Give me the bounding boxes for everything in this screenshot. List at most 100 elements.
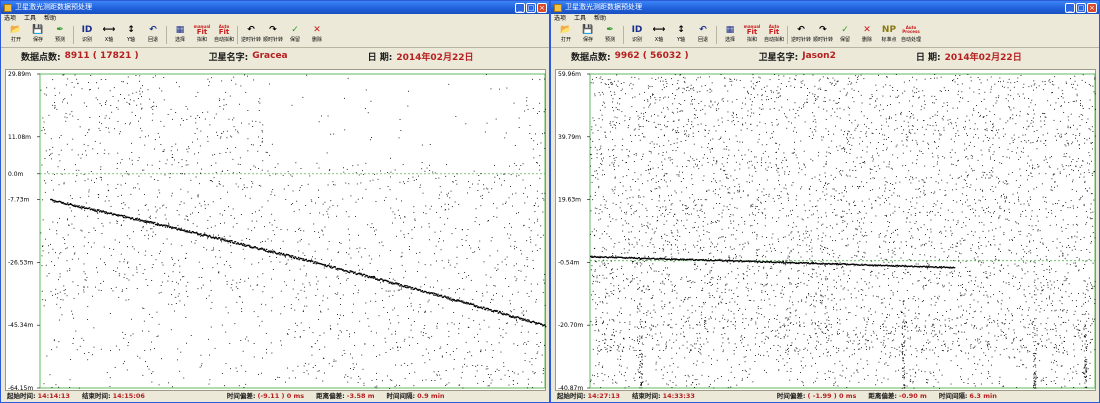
status-ti-label: 时间间隔: <box>386 392 416 400</box>
toolbar-button-label: 识别 <box>631 37 642 43</box>
menu-item[interactable]: 选项 <box>4 15 17 22</box>
toolbar-button-label: 打开 <box>560 37 571 43</box>
date-label: 日 期: <box>367 52 393 63</box>
icon-caption: Auto <box>218 23 230 29</box>
icon-glyph: 💾 <box>582 25 594 35</box>
scatter-plot[interactable]: 29.89m 11.08m 0.0m -7.73m -26.53m -45.34m -64.… <box>5 69 547 392</box>
maximize-icon[interactable]: □ <box>1076 2 1086 13</box>
toolbar-button[interactable]: ↕ Y轴 <box>120 23 142 47</box>
toolbar-button[interactable]: ✓ 保留 <box>834 23 856 47</box>
points-label: 数据点数: <box>571 52 611 63</box>
status-end-value: 14:33:33 <box>662 392 695 400</box>
y-tick-label: 19.63m <box>558 197 581 204</box>
status-tb-value: (-9.11 ) 0 ms <box>257 392 305 400</box>
window-title: 卫星激光测距数据预处理 <box>15 3 92 11</box>
status-start-label: 起始时间: <box>7 392 36 400</box>
toolbar-button[interactable]: 💾 保存 <box>27 23 49 47</box>
toolbar-button[interactable]: ↶ 回退 <box>692 23 714 47</box>
date-value: 2014年02月22日 <box>396 52 474 63</box>
y-tick-label: -64.15m <box>8 385 33 392</box>
toolbar-button-label: 保留 <box>289 37 300 43</box>
toolbar-button[interactable]: ↶ 逆时针转 <box>240 23 262 47</box>
folder-icon: 📂 <box>560 23 571 37</box>
close-icon[interactable]: × <box>1087 2 1097 13</box>
menu-item[interactable]: 工具 <box>574 15 587 22</box>
points-value: 8911 ( 17821 ) <box>64 51 139 61</box>
toolbar-button[interactable]: ✒ 预测 <box>599 23 621 47</box>
title-bar[interactable]: 卫星激光测距数据预处理 _ □ × <box>551 1 1099 14</box>
menu-item[interactable]: 帮助 <box>594 15 607 22</box>
status-rb-value: -3.58 m <box>346 392 375 400</box>
feather-icon: ✒ <box>56 23 64 37</box>
toolbar-button[interactable]: ✕ 删除 <box>306 23 328 47</box>
y-tick-label: 59.96m <box>558 71 581 78</box>
minimize-icon[interactable]: _ <box>1065 2 1075 13</box>
toolbar-button[interactable]: Auto Fit 自动拟和 <box>213 23 235 47</box>
toolbar-button[interactable]: manual Fit 拟和 <box>741 23 763 47</box>
rotate-ccw-icon: ↶ <box>247 23 255 37</box>
toolbar-separator <box>73 26 74 44</box>
toolbar-button-label: 选择 <box>174 37 185 43</box>
toolbar-button[interactable]: ↶ 逆时针转 <box>790 23 812 47</box>
sat-value: Gracea <box>252 51 288 61</box>
toolbar-button[interactable]: 💾 保存 <box>577 23 599 47</box>
sat-label: 卫星名字: <box>208 52 249 63</box>
icon-caption: Auto <box>768 23 780 29</box>
toolbar-button[interactable]: ↷ 顺时针转 <box>812 23 834 47</box>
plot-canvas: 29.89m 11.08m 0.0m -7.73m -26.53m -45.34m -64.… <box>8 71 547 392</box>
menu-item[interactable]: 选项 <box>554 15 567 22</box>
toolbar-button[interactable]: ↶ 回退 <box>142 23 164 47</box>
toolbar-button[interactable]: manual Fit 拟和 <box>191 23 213 47</box>
status-tb-label: 时间偏差: <box>776 392 806 400</box>
status-tb-label: 时间偏差: <box>226 392 256 400</box>
toolbar-button[interactable]: ↕ Y轴 <box>670 23 692 47</box>
status-ti-value: 0.9 min <box>417 392 445 400</box>
title-bar[interactable]: 卫星激光测距数据预处理 _ □ × <box>1 1 549 14</box>
maximize-icon[interactable]: □ <box>526 2 536 13</box>
toolbar-button[interactable]: ▦ 选择 <box>169 23 191 47</box>
check-icon: ✓ <box>841 23 849 37</box>
toolbar-button[interactable]: ↷ 顺时针转 <box>262 23 284 47</box>
toolbar-button[interactable]: ⟷ X轴 <box>98 23 120 47</box>
icon-glyph: ↷ <box>819 25 827 35</box>
toolbar-button[interactable]: ✒ 预测 <box>49 23 71 47</box>
toolbar-button[interactable]: Auto Fit 自动拟和 <box>763 23 785 47</box>
toolbar-button[interactable]: 📂 打开 <box>5 23 27 47</box>
icon-caption: manual <box>193 23 211 29</box>
icon-caption: manual <box>743 23 761 29</box>
toolbar-button[interactable]: ID 识别 <box>626 23 648 47</box>
toolbar-button[interactable]: ✕ 删除 <box>856 23 878 47</box>
plot-frame <box>39 73 546 389</box>
toolbar-button-label: 保存 <box>582 37 593 43</box>
minimize-icon[interactable]: _ <box>515 2 525 13</box>
trend-track <box>590 255 955 269</box>
y-tick-label: -20.70m <box>558 322 583 329</box>
rotate-ccw-icon: ↶ <box>797 23 805 37</box>
plot-frame <box>589 73 1096 389</box>
toolbar-button-label: 拟和 <box>746 37 757 43</box>
toolbar-button[interactable]: NP 标准点 <box>878 23 900 47</box>
app-icon <box>4 3 12 12</box>
icon-glyph: 📂 <box>10 25 22 35</box>
vertical-stretch-icon: ↕ <box>127 23 135 37</box>
toolbar-button[interactable]: ⟷ X轴 <box>648 23 670 47</box>
status-rb-label: 距离偏差: <box>316 392 345 400</box>
close-icon[interactable]: × <box>537 2 547 13</box>
menu-item[interactable]: 工具 <box>24 15 37 22</box>
trend-track <box>50 198 547 328</box>
icon-glyph: ▦ <box>175 25 185 35</box>
toolbar-button[interactable]: ✓ 保留 <box>284 23 306 47</box>
icon-glyph: ↷ <box>269 25 277 35</box>
toolbar-button[interactable]: ▦ 选择 <box>719 23 741 47</box>
toolbar: 📂 打开 💾 保存 ✒ 预测 ID 识别 ⟷ X轴 ↕ Y轴 ↶ 回退 ▦ 选择 manual Fit 拟和 Auto… <box>551 23 1099 48</box>
menu-bar: 选项 工具 帮助 <box>551 14 1099 23</box>
noise-points <box>40 74 546 389</box>
icon-glyph: Fit <box>218 27 230 36</box>
scatter-plot[interactable]: 59.96m 39.79m 19.63m -0.54m -20.70m -40.87m <box>555 69 1096 392</box>
toolbar-button-label: 拟和 <box>196 37 207 43</box>
toolbar-button[interactable]: 📂 打开 <box>555 23 577 47</box>
menu-item[interactable]: 帮助 <box>44 15 57 22</box>
rotate-cw-icon: ↷ <box>269 23 277 37</box>
toolbar-button[interactable]: ID 识别 <box>76 23 98 47</box>
toolbar-button[interactable]: Auto Process 自动处理 <box>900 23 922 47</box>
